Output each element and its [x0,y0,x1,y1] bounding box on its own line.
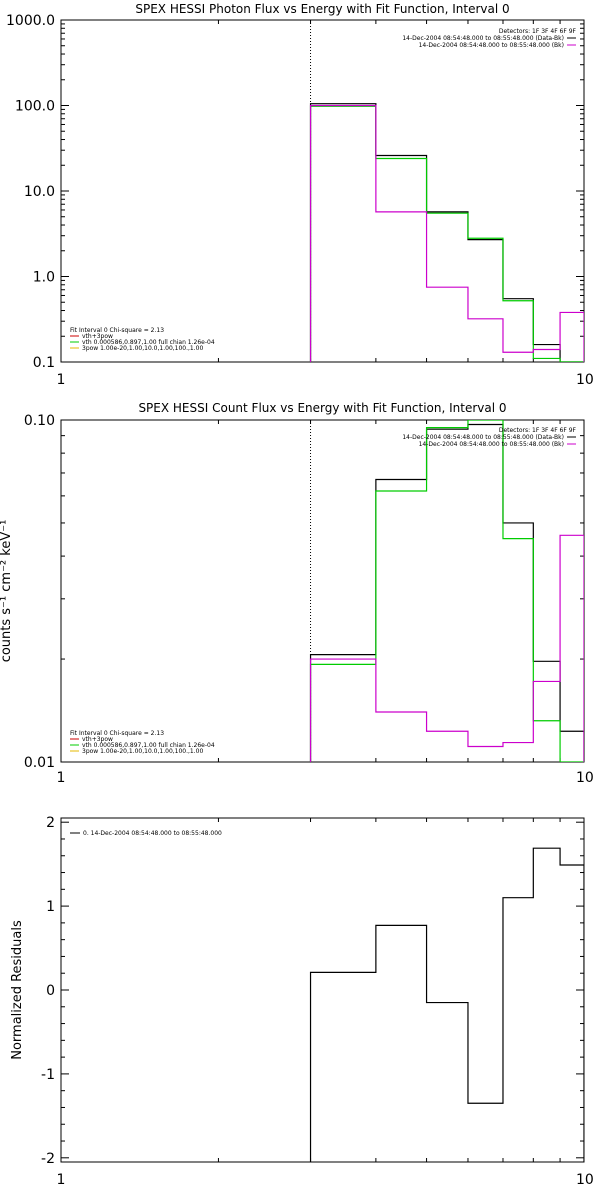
y-tick-label: 1000.0 [6,13,55,29]
photon-flux-panel: SPEX HESSI Photon Flux vs Energy with Fi… [6,2,594,388]
y-tick-label: 0.1 [33,355,55,371]
chart-title: SPEX HESSI Count Flux vs Energy with Fit… [138,401,506,415]
legend-entry: vth 0.000586,0.897,1.00 full chian 1.26e… [82,339,215,346]
legend-entry: 14-Dec-2004 08:54:48.000 to 08:55:48.000… [419,441,564,448]
legend-entry: 14-Dec-2004 08:54:48.000 to 08:55:48.000… [402,35,564,42]
legend-entry: 0. 14-Dec-2004 08:54:48.000 to 08:55:48.… [83,830,222,837]
series-line-1 [309,105,584,362]
y-tick-label: 0 [46,983,55,999]
legend-entry: Detectors: 1F 3F 4F 6F 9F [499,28,577,35]
legend-entry: Detectors: 1F 3F 4F 6F 9F [499,427,577,434]
legend-entry: vth+3pow [82,333,113,340]
x-tick-label: 10 [576,1172,594,1188]
y-tick-label: 1.0 [33,270,55,286]
y-tick-label: -1 [41,1067,55,1083]
residuals-panel: 1 10 -2 -1 0 1 2 Normalized Residuals 0. 14-Dec-… [10,815,594,1188]
x-tick-label: 1 [57,372,66,388]
series-line-2 [309,534,584,762]
legend-entry: vth+3pow [82,736,113,743]
y-axis-label: Normalized Residuals [10,920,25,1060]
plot-frame [60,419,585,763]
legend-entry: 3pow 1.00e-20,1.00,10.0,1.00,100.,1.00 [82,748,203,755]
legend-entry: vth 0.000586,0.897,1.00 full chian 1.26e… [82,742,215,749]
series-line-1 [309,420,584,762]
y-tick-label: 2 [46,815,55,831]
legend-entry: Fit Interval 0 Chi-square = 2.13 [70,327,164,334]
legend-entry: 14-Dec-2004 08:54:48.000 to 08:55:48.000… [402,434,564,441]
chart-title: SPEX HESSI Photon Flux vs Energy with Fi… [135,2,509,16]
y-tick-label: 0.01 [24,755,55,771]
y-axis-label: counts s⁻¹ cm⁻² keV⁻¹ [0,520,14,663]
y-tick-label: -2 [41,1151,55,1167]
series-line-0 [309,847,584,1162]
y-tick-label: 0.10 [24,413,55,429]
y-tick-label: 1 [46,899,55,915]
y-tick-label: 100.0 [15,99,55,115]
x-tick-label: 10 [576,770,594,786]
series-line-0 [309,423,584,762]
x-tick-label: 10 [576,372,594,388]
y-tick-label: 10.0 [24,184,55,200]
plot-frame [60,817,585,1163]
count-flux-panel: SPEX HESSI Count Flux vs Energy with Fit… [0,401,594,786]
legend-entry: 14-Dec-2004 08:54:48.000 to 08:55:48.000… [419,42,564,49]
series-line-0 [309,103,584,362]
series-line-2 [309,104,584,362]
legend-entry: 3pow 1.00e-20,1.00,10.0,1.00,100.,1.00 [82,345,203,352]
legend-entry: Fit Interval 0 Chi-square = 2.13 [70,730,164,737]
x-tick-label: 1 [57,770,66,786]
plot-frame [60,19,585,363]
x-tick-label: 1 [57,1172,66,1188]
